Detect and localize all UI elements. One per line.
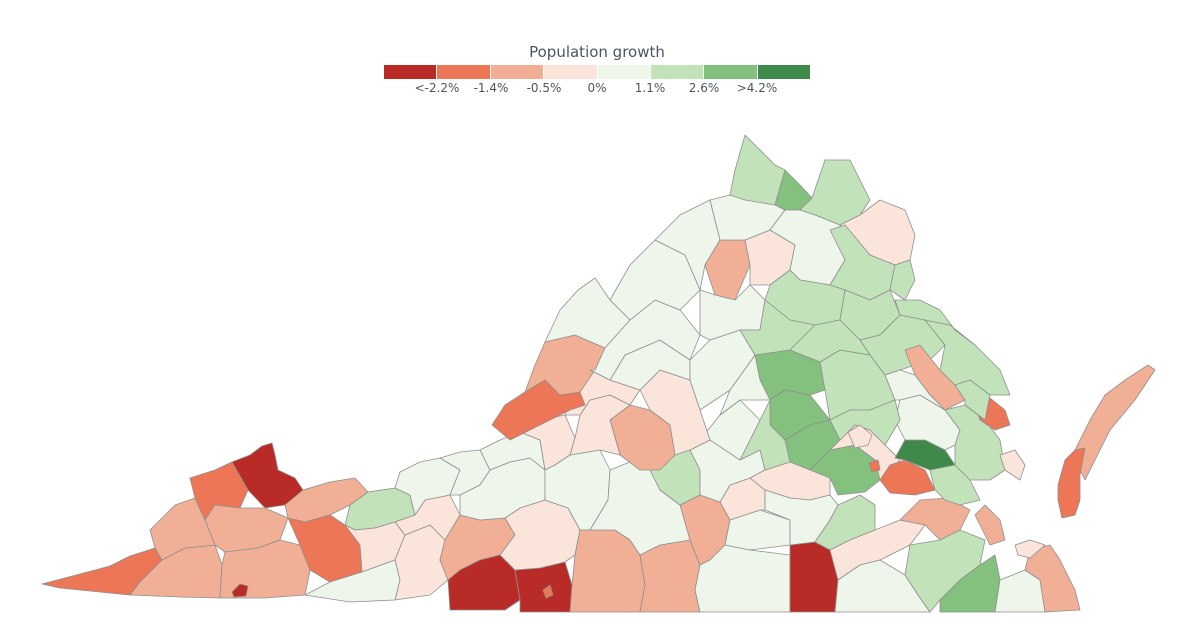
county-region[interactable] [739,399,791,471]
legend-swatch[interactable] [757,65,810,79]
legend-tick-label: >4.2% [736,81,778,95]
legend-swatch[interactable] [597,65,651,79]
legend-tick-label: 1.1% [634,81,666,95]
legend-tick-label: -0.5% [526,81,562,95]
county-region[interactable] [231,583,249,598]
county-region[interactable] [729,134,786,206]
county-region[interactable] [1014,539,1046,559]
county-region[interactable] [884,369,946,411]
county-region[interactable] [829,399,901,446]
county-region[interactable] [231,442,304,509]
county-region[interactable] [939,554,1001,613]
legend-tick-label: <-2.2% [414,81,460,95]
legend-swatch[interactable] [437,65,491,79]
county-region[interactable] [829,519,926,581]
county-region[interactable] [1057,447,1086,519]
legend-swatch[interactable] [650,65,705,79]
legend-color-bar [384,65,810,79]
county-region[interactable] [1074,364,1156,481]
legend-swatch[interactable] [384,65,438,79]
legend-tick-label: -1.4% [473,81,509,95]
legend: Population growth <-2.2% -1.4% -0.5% 0% … [384,42,810,99]
legend-swatch[interactable] [544,65,598,79]
legend-tick-label: 2.6% [688,81,720,95]
county-region[interactable] [1024,544,1081,613]
county-region[interactable] [868,459,881,473]
legend-title: Population growth [529,43,665,61]
county-region[interactable] [542,584,554,599]
county-region[interactable] [899,497,971,541]
county-region[interactable] [954,379,991,421]
legend-tick-label: 0% [587,81,607,95]
legend-swatch[interactable] [704,65,758,79]
county-region[interactable] [847,424,873,449]
county-region[interactable] [879,459,936,496]
county-region[interactable] [929,464,981,506]
county-region[interactable] [894,299,976,346]
county-region[interactable] [889,259,916,301]
county-region[interactable] [999,449,1026,481]
county-region[interactable] [974,504,1006,546]
legend-swatch[interactable] [490,65,545,79]
legend-tick-labels: <-2.2% -1.4% -0.5% 0% 1.1% 2.6% >4.2% [384,81,810,99]
